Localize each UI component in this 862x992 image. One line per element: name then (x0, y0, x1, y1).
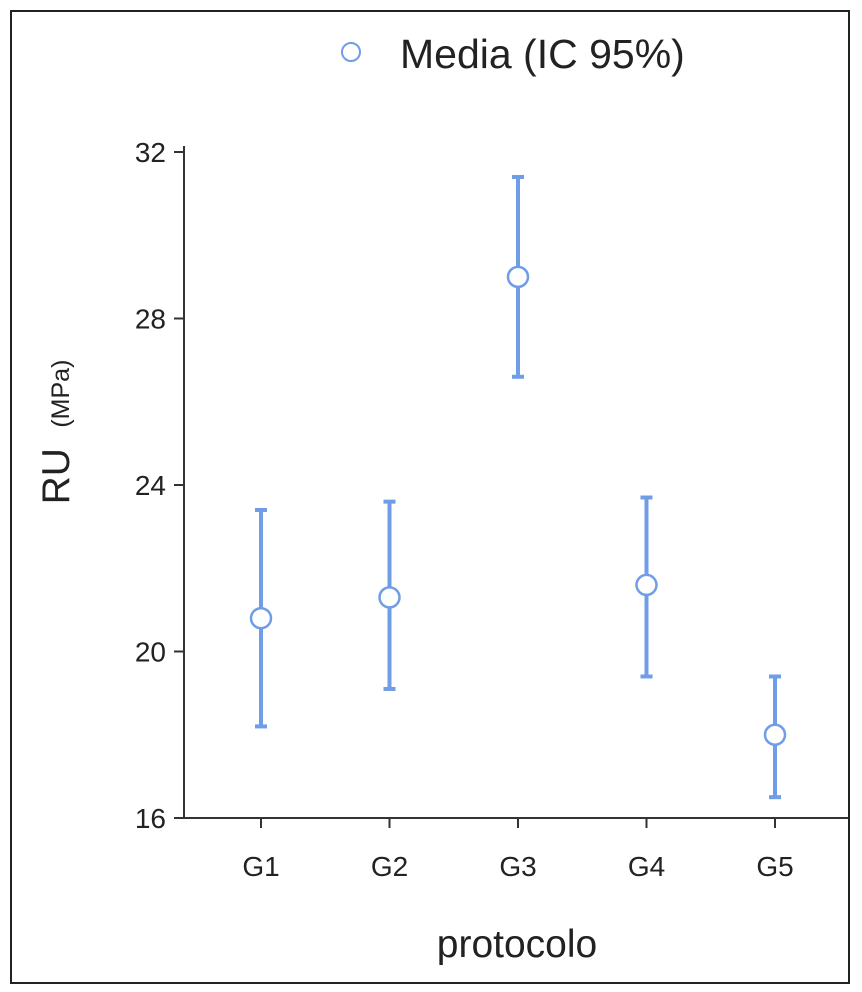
mean-point-g4 (635, 573, 658, 597)
legend-marker (341, 42, 361, 62)
legend-label: Media (IC 95%) (400, 31, 685, 77)
y-axis-ticks: 16 20 24 28 32 (135, 137, 184, 834)
x-tick-label: G1 (242, 851, 279, 882)
error-bar-chart: Media (IC 95%) 16 20 24 28 32 G1 G2 G3 G4 G5 pro… (35, 31, 848, 966)
mean-point-g2 (378, 586, 401, 609)
mean-point-g3 (506, 265, 530, 289)
y-tick-label: 20 (135, 637, 166, 668)
x-tick-label: G3 (499, 851, 536, 882)
y-tick-label: 16 (135, 803, 166, 834)
x-axis-ticks: G1 G2 G3 G4 G5 (242, 818, 794, 882)
mean-point-g1 (249, 606, 273, 630)
y-tick-label: 24 (135, 470, 166, 501)
chart-frame: Media (IC 95%) 16 20 24 28 32 G1 G2 G3 G4 G5 pro… (10, 10, 850, 984)
y-tick-label: 28 (135, 304, 166, 335)
x-tick-label: G5 (756, 851, 793, 882)
mean-point-g5 (763, 723, 787, 746)
y-axis-label-unit: (MPa) (47, 360, 75, 428)
chart-marks (249, 174, 787, 800)
x-tick-label: G4 (628, 851, 665, 882)
x-axis-label: protocolo (437, 923, 597, 966)
axes (183, 146, 848, 819)
legend: Media (IC 95%) (341, 31, 685, 77)
x-tick-label: G2 (371, 851, 408, 882)
y-tick-label: 32 (135, 137, 166, 168)
y-axis-label: RU (MPa) (35, 360, 78, 505)
y-axis-label-main: RU (35, 448, 78, 504)
